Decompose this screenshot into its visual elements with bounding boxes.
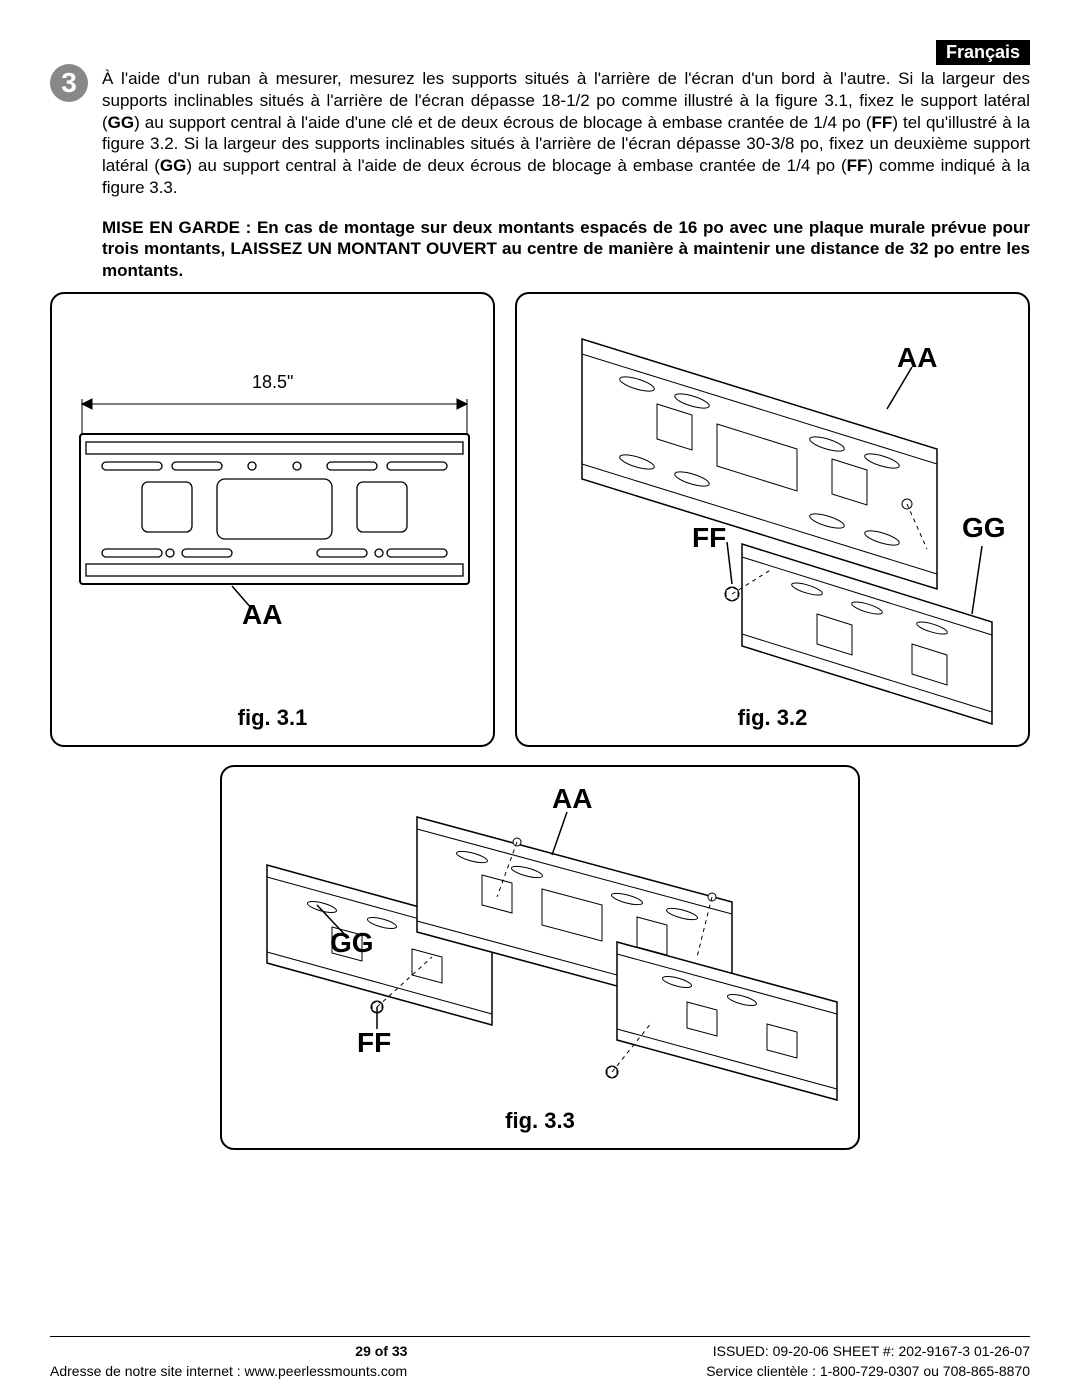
fig33-caption: fig. 3.3	[505, 1108, 575, 1134]
text-part: ) au support central à l'aide d'une clé …	[134, 113, 871, 132]
label-GG: GG	[330, 927, 374, 959]
text-bold: FF	[872, 113, 893, 132]
text-bold: FF	[847, 156, 868, 175]
text-part: ) au support central à l'aide de deux éc…	[186, 156, 846, 175]
figures-row-top: 18.5"	[50, 292, 1030, 747]
footer-web: Adresse de notre site internet : www.pee…	[50, 1363, 407, 1379]
figure-3-3: AA GG FF fig. 3.3	[220, 765, 860, 1150]
step-number-circle: 3	[50, 64, 88, 102]
fig32-caption: fig. 3.2	[738, 705, 808, 731]
label-AA: AA	[552, 783, 592, 815]
text-bold: GG	[108, 113, 134, 132]
text-bold: GG	[160, 156, 186, 175]
fig32-svg	[517, 294, 1032, 749]
figure-3-2: AA FF GG fig. 3.2	[515, 292, 1030, 747]
label-AA: AA	[242, 599, 282, 631]
page-footer: 29 of 33 ISSUED: 09-20-06 SHEET #: 202-9…	[0, 1336, 1080, 1397]
warning-text: MISE EN GARDE : En cas de montage sur de…	[102, 217, 1030, 282]
step-text: À l'aide d'un ruban à mesurer, mesurez l…	[102, 68, 1030, 199]
step-row: 3 À l'aide d'un ruban à mesurer, mesurez…	[50, 68, 1030, 199]
fig33-svg	[222, 767, 862, 1152]
fig31-svg	[52, 294, 497, 749]
fig31-caption: fig. 3.1	[238, 705, 308, 731]
language-badge: Français	[936, 40, 1030, 65]
footer-service: Service clientèle : 1-800-729-0307 ou 70…	[706, 1363, 1030, 1379]
page-number: 29 of 33	[355, 1343, 407, 1359]
label-AA: AA	[897, 342, 937, 374]
label-FF: FF	[692, 522, 726, 554]
label-FF: FF	[357, 1027, 391, 1059]
label-GG: GG	[962, 512, 1006, 544]
figure-3-1: 18.5"	[50, 292, 495, 747]
issued-sheet: ISSUED: 09-20-06 SHEET #: 202-9167-3 01-…	[713, 1343, 1030, 1359]
